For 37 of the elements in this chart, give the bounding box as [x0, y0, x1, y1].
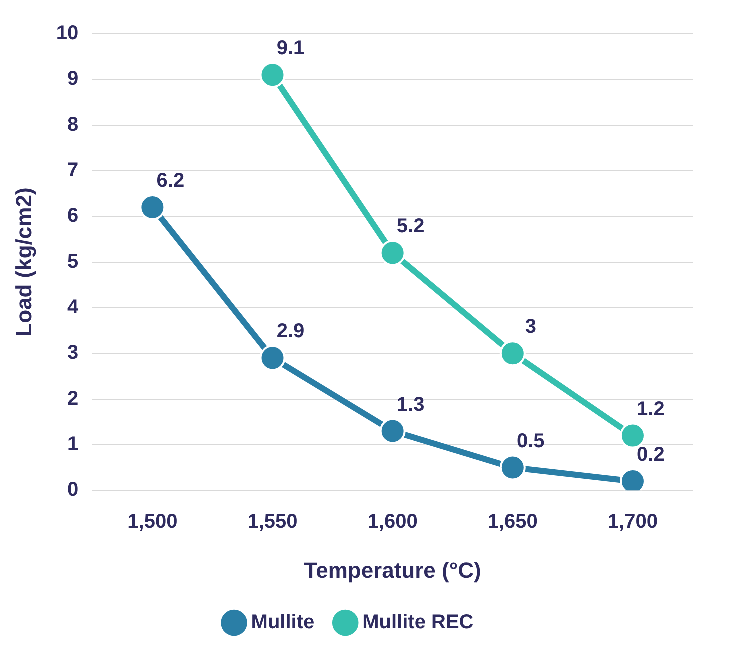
y-tick-label: 5	[68, 250, 79, 273]
legend-label: Mullite	[251, 612, 315, 634]
data-label: 3	[525, 316, 536, 338]
legend-label: Mullite REC	[362, 612, 474, 634]
y-tick-label: 7	[68, 159, 79, 182]
point	[260, 62, 286, 88]
x-tick-label: 1,550	[248, 511, 298, 534]
y-tick-label: 2	[68, 388, 79, 410]
data-label: 1.2	[637, 398, 665, 420]
x-tick-label: 1,600	[368, 511, 418, 534]
point	[620, 422, 646, 449]
point	[380, 418, 406, 444]
point	[260, 345, 286, 372]
data-label: 2.9	[276, 320, 305, 343]
point	[140, 194, 166, 221]
data-label: 9.1	[276, 38, 305, 60]
y-tick-label: 9	[68, 68, 79, 90]
data-label: 0.5	[516, 430, 545, 452]
point	[500, 454, 526, 481]
y-axis-title: Load (kg/cm2)	[11, 188, 36, 337]
y-tick-label: 1	[68, 433, 79, 456]
data-label: 5.2	[396, 216, 425, 238]
data-label: 6.2	[156, 170, 185, 192]
y-tick-label: 10	[56, 22, 79, 45]
x-tick-label: 1,500	[128, 511, 178, 534]
y-tick-label: 3	[68, 342, 79, 364]
data-label: 1.3	[396, 394, 425, 416]
y-tick-label: 8	[68, 114, 79, 136]
point	[500, 340, 526, 367]
y-tick-label: 0	[68, 479, 79, 502]
point	[380, 240, 406, 266]
x-tick-label: 1,700	[608, 511, 658, 534]
data-label: 0.2	[637, 444, 665, 466]
y-tick-label: 4	[68, 296, 80, 318]
x-tick-label: 1,650	[488, 511, 538, 534]
x-axis-title: Temperature (°C)	[304, 558, 482, 583]
y-tick-label: 6	[68, 205, 79, 228]
